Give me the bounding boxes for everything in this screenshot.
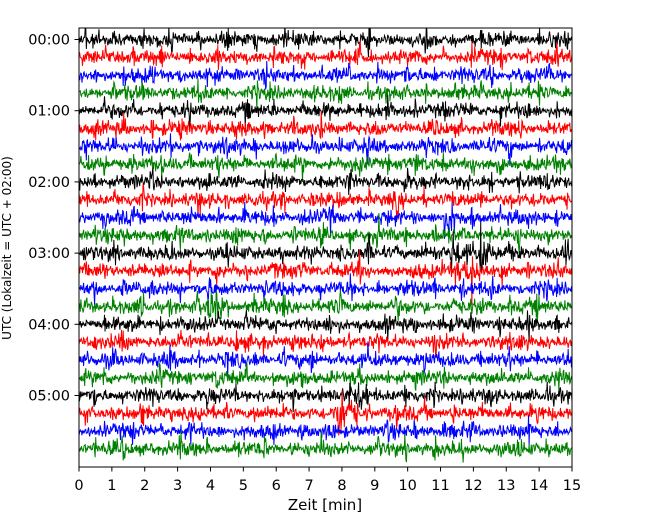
y-tick-label: 01:00 [28,104,70,120]
trace-row-7 [79,152,572,183]
trace-row-15 [79,289,572,323]
trace-row-6 [79,133,572,167]
x-axis-label: Zeit [min] [288,496,362,514]
y-axis-label: UTC (Lokalzeit = UTC + 02:00) [0,156,14,340]
trace-row-23 [79,431,572,463]
x-tick-label: 13 [497,478,515,494]
x-tick-label: 5 [239,478,248,494]
x-tick-label: 7 [304,478,313,494]
trace-row-3 [79,78,572,112]
trace-row-8 [79,166,572,196]
trace-row-21 [79,390,572,436]
x-tick-label: 6 [272,478,281,494]
trace-row-16 [79,309,572,342]
trace-row-9 [79,184,572,220]
trace-row-22 [79,415,572,446]
x-tick-label: 11 [431,478,449,494]
trace-row-19 [79,363,572,391]
y-tick-label: 02:00 [28,175,70,191]
x-tick-label: 10 [398,478,416,494]
trace-row-13 [79,249,572,305]
trace-row-18 [79,341,572,379]
y-tick-label: 00:00 [28,33,70,49]
x-tick-label: 14 [530,478,548,494]
x-tick-label: 2 [140,478,149,494]
trace-row-11 [79,212,572,254]
x-tick-label: 12 [464,478,482,494]
x-tick-label: 4 [206,478,215,494]
y-tick-label: 03:00 [28,246,70,262]
trace-row-5 [79,111,572,141]
trace-row-1 [79,40,572,71]
seismogram-traces [79,28,572,463]
trace-row-2 [79,60,572,90]
trace-row-12 [79,222,572,274]
x-tick-label: 3 [173,478,182,494]
trace-row-4 [79,94,572,131]
trace-row-14 [79,273,572,305]
plot-frame [78,27,573,468]
trace-row-10 [79,202,572,240]
x-tick-label: 8 [337,478,346,494]
trace-row-0 [79,28,572,58]
y-tick-label: 05:00 [28,389,70,405]
x-axis: 0 1 2 3 4 5 6 7 8 9 10 11 12 13 14 15 [74,467,581,494]
trace-row-17 [79,329,572,358]
x-tick-label: 0 [74,478,83,494]
y-tick-label: 04:00 [28,317,70,333]
trace-row-20 [79,381,572,413]
x-tick-label: 9 [370,478,379,494]
x-tick-label: 1 [107,478,116,494]
x-tick-label: 15 [563,478,581,494]
y-axis: 00:00 01:00 02:00 03:00 04:00 05:00 [28,33,79,405]
